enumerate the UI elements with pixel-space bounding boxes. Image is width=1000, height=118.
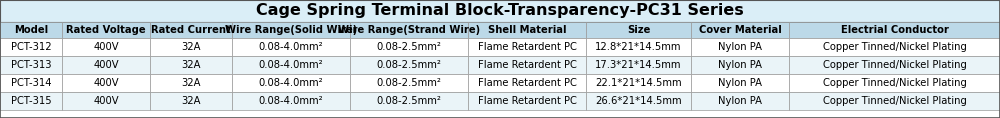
- Bar: [0, 92, 62, 110]
- Bar: [586, 38, 691, 56]
- Text: Nylon PA: Nylon PA: [718, 60, 762, 70]
- Bar: [586, 74, 691, 92]
- Text: Shell Material: Shell Material: [488, 25, 566, 35]
- Text: Size: Size: [627, 25, 650, 35]
- Text: Rated Current: Rated Current: [151, 25, 231, 35]
- Text: 26.6*21*14.5mm: 26.6*21*14.5mm: [595, 96, 682, 106]
- Bar: [586, 22, 691, 38]
- Text: Copper Tinned/Nickel Plating: Copper Tinned/Nickel Plating: [823, 78, 966, 88]
- Bar: [150, 38, 232, 56]
- Text: Rated Voltage: Rated Voltage: [66, 25, 146, 35]
- Bar: [150, 74, 232, 92]
- Bar: [789, 22, 1000, 38]
- Bar: [350, 74, 468, 92]
- Text: 400V: 400V: [93, 60, 119, 70]
- Bar: [468, 56, 586, 74]
- Bar: [586, 92, 691, 110]
- Bar: [586, 56, 691, 74]
- Text: Flame Retardent PC: Flame Retardent PC: [478, 42, 576, 52]
- Bar: [232, 22, 350, 38]
- Bar: [62, 22, 150, 38]
- Bar: [350, 56, 468, 74]
- Bar: [789, 56, 1000, 74]
- Text: Cage Spring Terminal Block-Transparency-PC31 Series: Cage Spring Terminal Block-Transparency-…: [256, 4, 744, 19]
- Text: 32A: 32A: [181, 96, 201, 106]
- Text: Model: Model: [14, 25, 48, 35]
- Text: Copper Tinned/Nickel Plating: Copper Tinned/Nickel Plating: [823, 60, 966, 70]
- Bar: [691, 22, 789, 38]
- Bar: [789, 38, 1000, 56]
- Text: Nylon PA: Nylon PA: [718, 78, 762, 88]
- Bar: [350, 38, 468, 56]
- Text: 0.08-2.5mm²: 0.08-2.5mm²: [377, 42, 441, 52]
- Bar: [0, 22, 62, 38]
- Bar: [0, 56, 62, 74]
- Text: PCT-312: PCT-312: [11, 42, 51, 52]
- Bar: [468, 22, 586, 38]
- Bar: [691, 56, 789, 74]
- Text: Copper Tinned/Nickel Plating: Copper Tinned/Nickel Plating: [823, 96, 966, 106]
- Text: PCT-313: PCT-313: [11, 60, 51, 70]
- Text: 22.1*21*14.5mm: 22.1*21*14.5mm: [595, 78, 682, 88]
- Bar: [232, 56, 350, 74]
- Text: 400V: 400V: [93, 78, 119, 88]
- Text: 32A: 32A: [181, 60, 201, 70]
- Bar: [789, 92, 1000, 110]
- Bar: [0, 74, 62, 92]
- Bar: [62, 92, 150, 110]
- Bar: [232, 74, 350, 92]
- Bar: [62, 38, 150, 56]
- Text: 400V: 400V: [93, 96, 119, 106]
- Text: PCT-314: PCT-314: [11, 78, 51, 88]
- Text: Nylon PA: Nylon PA: [718, 96, 762, 106]
- Bar: [150, 92, 232, 110]
- Bar: [62, 74, 150, 92]
- Bar: [150, 56, 232, 74]
- Bar: [232, 92, 350, 110]
- Bar: [0, 38, 62, 56]
- Bar: [468, 38, 586, 56]
- Bar: [468, 74, 586, 92]
- Bar: [350, 92, 468, 110]
- Text: 0.08-4.0mm²: 0.08-4.0mm²: [259, 42, 323, 52]
- Bar: [691, 74, 789, 92]
- Text: 0.08-2.5mm²: 0.08-2.5mm²: [377, 78, 441, 88]
- Text: 0.08-2.5mm²: 0.08-2.5mm²: [377, 60, 441, 70]
- Bar: [468, 92, 586, 110]
- Text: Copper Tinned/Nickel Plating: Copper Tinned/Nickel Plating: [823, 42, 966, 52]
- Bar: [232, 38, 350, 56]
- Bar: [350, 22, 468, 38]
- Text: 12.8*21*14.5mm: 12.8*21*14.5mm: [595, 42, 682, 52]
- Text: Flame Retardent PC: Flame Retardent PC: [478, 96, 576, 106]
- Bar: [789, 74, 1000, 92]
- Text: 32A: 32A: [181, 78, 201, 88]
- Bar: [691, 92, 789, 110]
- Text: Wire Range(Solid Wire): Wire Range(Solid Wire): [225, 25, 357, 35]
- Text: 0.08-4.0mm²: 0.08-4.0mm²: [259, 60, 323, 70]
- Text: 17.3*21*14.5mm: 17.3*21*14.5mm: [595, 60, 682, 70]
- Text: Flame Retardent PC: Flame Retardent PC: [478, 78, 576, 88]
- Text: Nylon PA: Nylon PA: [718, 42, 762, 52]
- Bar: [691, 38, 789, 56]
- Text: 0.08-4.0mm²: 0.08-4.0mm²: [259, 78, 323, 88]
- Text: 400V: 400V: [93, 42, 119, 52]
- Text: 0.08-2.5mm²: 0.08-2.5mm²: [377, 96, 441, 106]
- Bar: [150, 22, 232, 38]
- Text: PCT-315: PCT-315: [11, 96, 51, 106]
- Text: Electrial Conductor: Electrial Conductor: [841, 25, 948, 35]
- Text: Wire Range(Strand Wire): Wire Range(Strand Wire): [338, 25, 480, 35]
- Text: 32A: 32A: [181, 42, 201, 52]
- Text: Cover Material: Cover Material: [699, 25, 781, 35]
- Bar: [0, 0, 1000, 22]
- Bar: [62, 56, 150, 74]
- Text: Flame Retardent PC: Flame Retardent PC: [478, 60, 576, 70]
- Text: 0.08-4.0mm²: 0.08-4.0mm²: [259, 96, 323, 106]
